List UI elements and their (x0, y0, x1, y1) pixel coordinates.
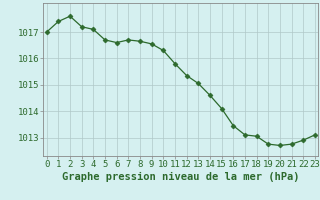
X-axis label: Graphe pression niveau de la mer (hPa): Graphe pression niveau de la mer (hPa) (62, 172, 300, 182)
